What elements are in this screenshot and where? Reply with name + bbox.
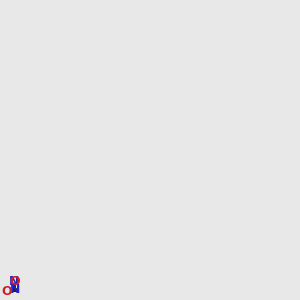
Text: N: N [8, 275, 19, 288]
Text: N: N [10, 283, 20, 296]
Text: O: O [10, 275, 20, 288]
Text: O: O [1, 285, 12, 298]
